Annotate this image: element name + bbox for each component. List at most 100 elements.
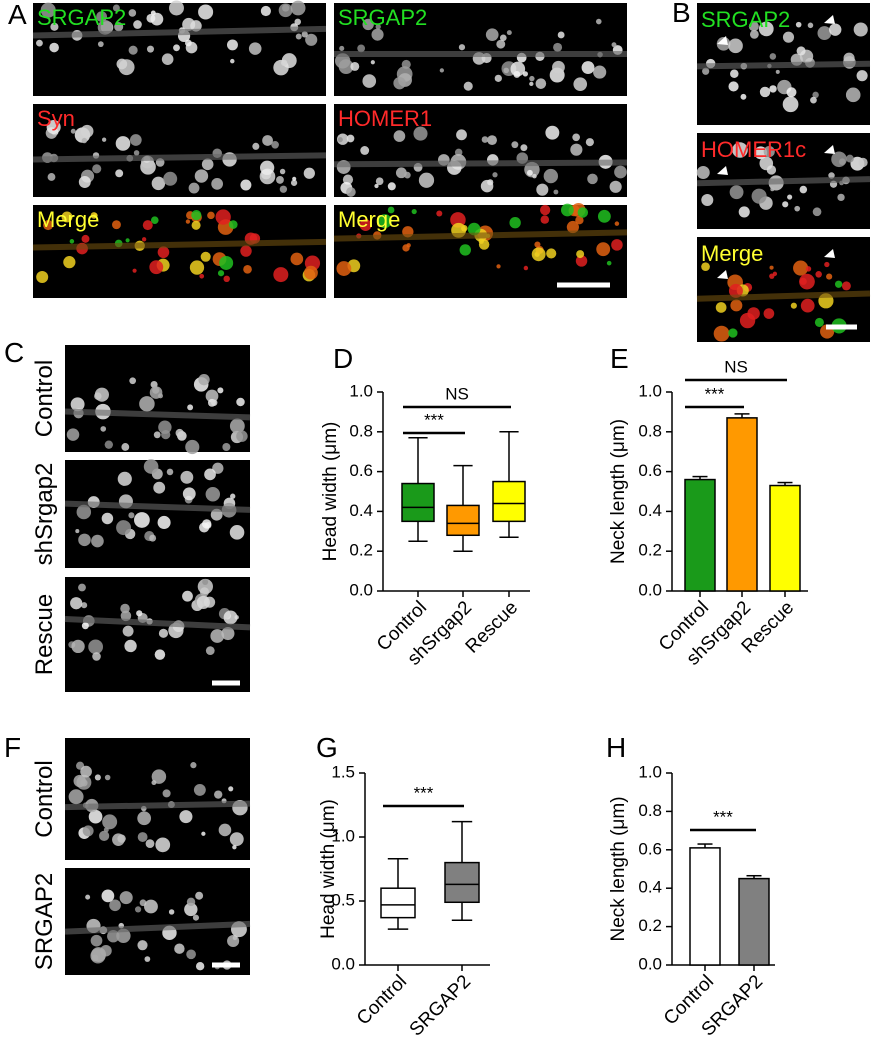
spine	[129, 377, 136, 384]
spine	[210, 629, 224, 643]
y-axis-label: Head width (μm)	[320, 422, 341, 562]
spine	[500, 34, 507, 41]
image-label: SRGAP2	[37, 5, 126, 30]
spine	[185, 440, 199, 454]
spine	[173, 44, 180, 51]
spine	[187, 404, 193, 410]
spine	[159, 629, 168, 638]
spine	[796, 22, 802, 28]
spine	[116, 520, 131, 535]
spine	[523, 71, 528, 76]
spine	[747, 307, 760, 320]
spine	[614, 166, 627, 179]
spine	[701, 194, 713, 206]
image-label: Merge	[37, 207, 99, 232]
panel-label: A	[8, 0, 27, 30]
spine	[105, 440, 113, 448]
spine	[776, 70, 780, 74]
spine	[496, 264, 500, 268]
spine	[611, 239, 623, 251]
image-label: HOMER1c	[701, 137, 806, 162]
spine	[230, 525, 245, 540]
spine	[280, 169, 285, 174]
spine	[593, 66, 606, 79]
spine	[146, 14, 155, 23]
spine	[826, 274, 832, 280]
spine	[281, 60, 287, 66]
x-tick-label: SRGAP2	[406, 971, 475, 1040]
spine	[154, 431, 161, 438]
spine	[123, 626, 134, 637]
spine	[240, 245, 251, 256]
y-tick-label: 0.8	[638, 421, 662, 440]
spine	[102, 814, 117, 829]
spine	[252, 143, 259, 150]
significance-label: ***	[705, 384, 725, 403]
spine	[230, 832, 244, 846]
spine	[206, 487, 220, 501]
spine	[80, 779, 87, 786]
spine	[815, 271, 822, 278]
y-tick-label: 0.0	[638, 580, 662, 599]
spine	[532, 247, 546, 261]
y-tick-label: 0.2	[638, 541, 662, 560]
spine	[596, 19, 602, 25]
spine	[752, 189, 767, 204]
spine	[558, 32, 565, 39]
spine	[138, 832, 148, 842]
spine	[222, 443, 230, 451]
spine	[793, 260, 808, 275]
spine	[770, 187, 774, 191]
spine	[787, 194, 792, 199]
spine	[714, 326, 730, 342]
image-label: Merge	[338, 207, 400, 232]
spine	[503, 68, 509, 74]
spine	[797, 46, 806, 55]
spine	[230, 59, 234, 63]
spine	[374, 184, 378, 188]
spine	[129, 9, 137, 17]
spine	[124, 640, 136, 652]
y-tick-label: 0.6	[638, 839, 662, 858]
spine	[206, 646, 215, 655]
spine	[764, 308, 775, 319]
y-tick-label: 0.0	[331, 954, 355, 973]
spine	[95, 774, 101, 780]
spine	[217, 387, 223, 393]
panel-label: G	[316, 732, 338, 763]
spine	[524, 266, 528, 270]
spine	[835, 281, 842, 288]
spine	[612, 42, 617, 47]
spine	[67, 428, 79, 440]
spine	[769, 85, 776, 92]
spine	[829, 23, 841, 35]
spine	[249, 42, 262, 55]
spine	[202, 519, 211, 528]
spine	[183, 487, 196, 500]
spine	[372, 29, 384, 41]
spine	[440, 68, 444, 72]
spine	[240, 179, 251, 190]
spine	[70, 239, 75, 244]
image-label: Merge	[701, 241, 763, 266]
bar	[727, 418, 757, 591]
image-label: SRGAP2	[31, 873, 58, 970]
spine	[801, 299, 815, 313]
spine	[153, 482, 165, 494]
y-tick-label: 1.0	[638, 762, 662, 781]
spine	[292, 177, 296, 181]
spine	[716, 302, 727, 313]
bar	[685, 480, 715, 591]
spine	[273, 267, 288, 282]
spine	[741, 94, 747, 100]
spine	[202, 158, 214, 170]
spine	[271, 141, 279, 149]
spine	[419, 173, 434, 188]
panel-label: C	[4, 337, 24, 368]
spine	[846, 155, 854, 163]
spine	[260, 161, 274, 175]
significance-label: NS	[445, 384, 469, 403]
spine	[479, 239, 489, 249]
spine	[214, 790, 222, 798]
